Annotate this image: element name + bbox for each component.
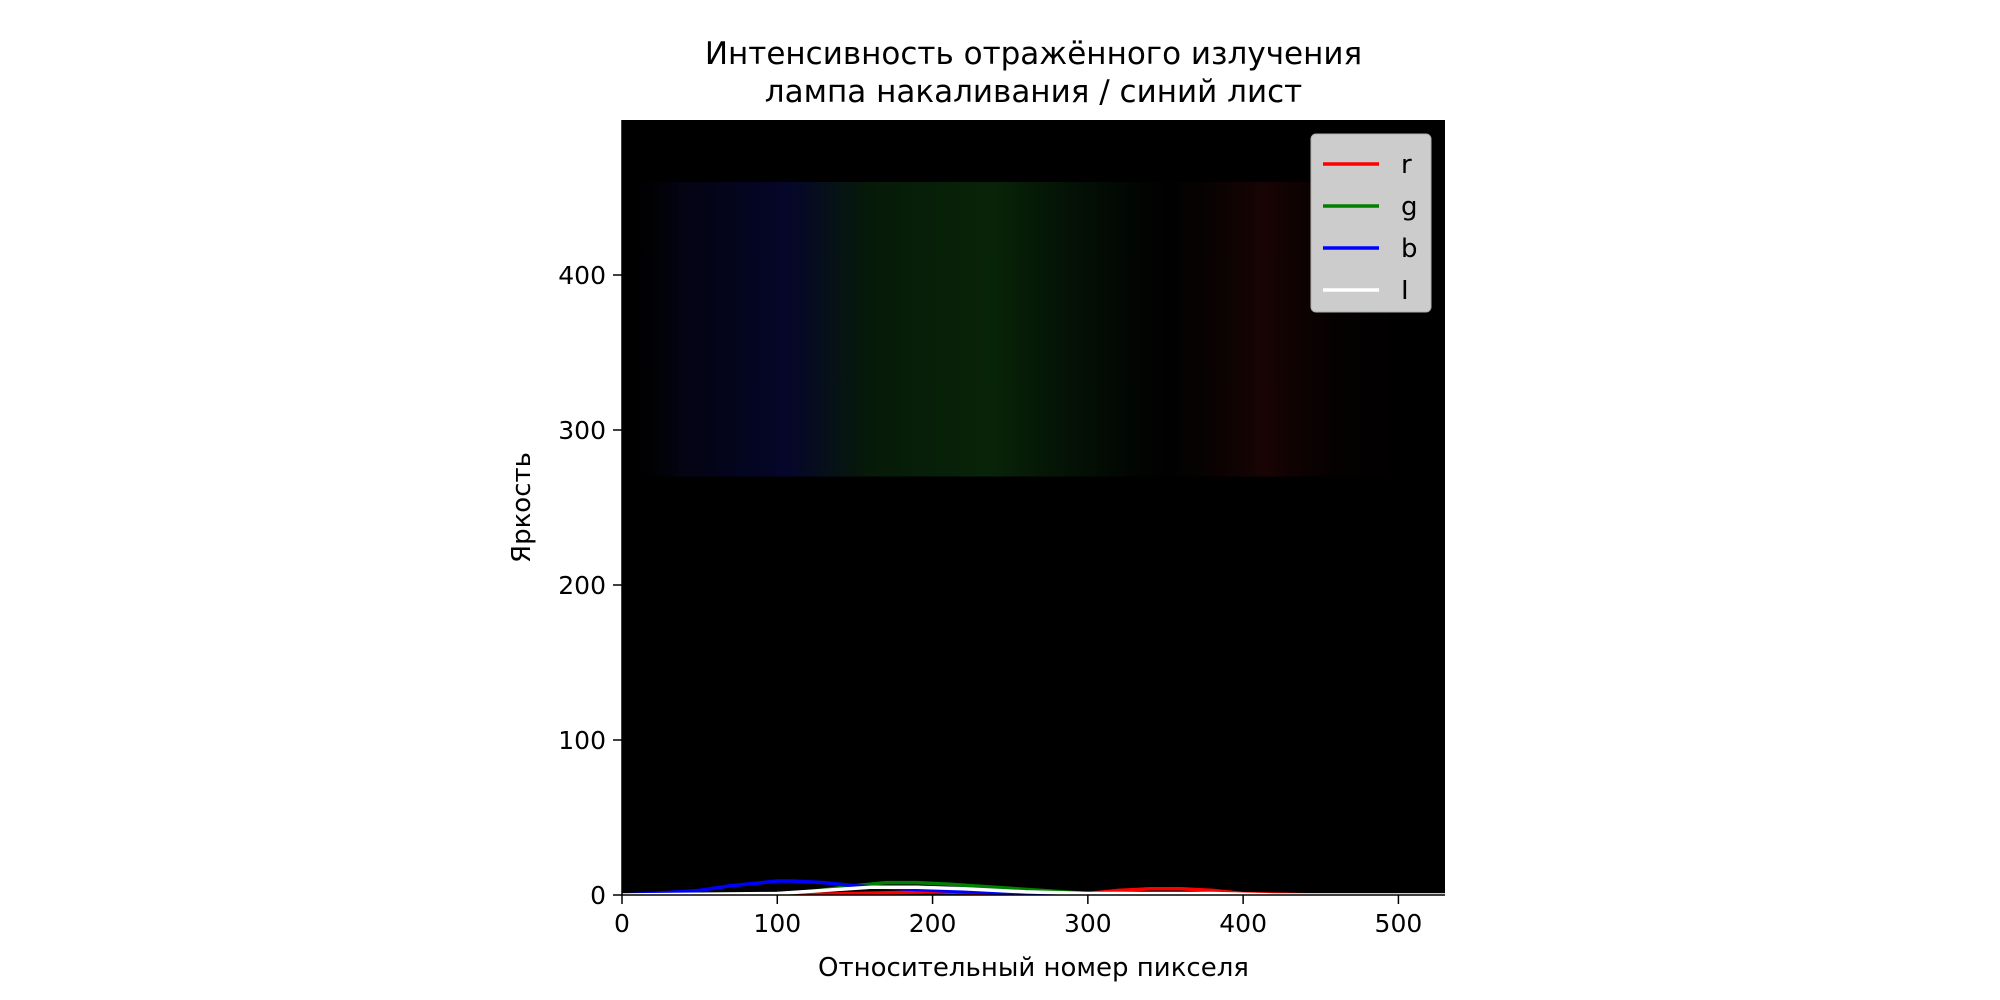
x-tick-label: 300 [1064, 909, 1112, 938]
legend-label-g: g [1401, 192, 1418, 222]
x-axis-label: Относительный номер пикселя [818, 953, 1249, 983]
x-tick-label: 100 [753, 909, 801, 938]
legend-box [1310, 133, 1432, 313]
y-tick-label: 300 [558, 416, 606, 445]
axes: 0 100 200 300 400 500 0 100 200 300 400 [558, 120, 1445, 938]
x-tick-label: 500 [1375, 909, 1423, 938]
legend-label-r: r [1401, 150, 1412, 180]
y-tick-label: 200 [558, 571, 606, 600]
chart-title-line-1: Интенсивность отражённого излучения [705, 36, 1362, 72]
series-line-I [622, 885, 1445, 895]
y-tick-label: 100 [558, 726, 606, 755]
chart-title-line-2: лампа накаливания / синий лист [765, 74, 1302, 110]
legend-label-I: I [1401, 276, 1409, 306]
y-tick-label: 400 [558, 261, 606, 290]
x-tick-label: 0 [614, 909, 630, 938]
y-tick-label: 0 [590, 881, 606, 910]
legend-label-b: b [1401, 234, 1418, 264]
series-group [622, 879, 1445, 895]
x-tick-label: 400 [1219, 909, 1267, 938]
spectrum-image [622, 182, 1445, 477]
y-axis-label: Яркость [507, 452, 537, 563]
series-line-b [622, 879, 1445, 895]
x-tick-label: 200 [909, 909, 957, 938]
